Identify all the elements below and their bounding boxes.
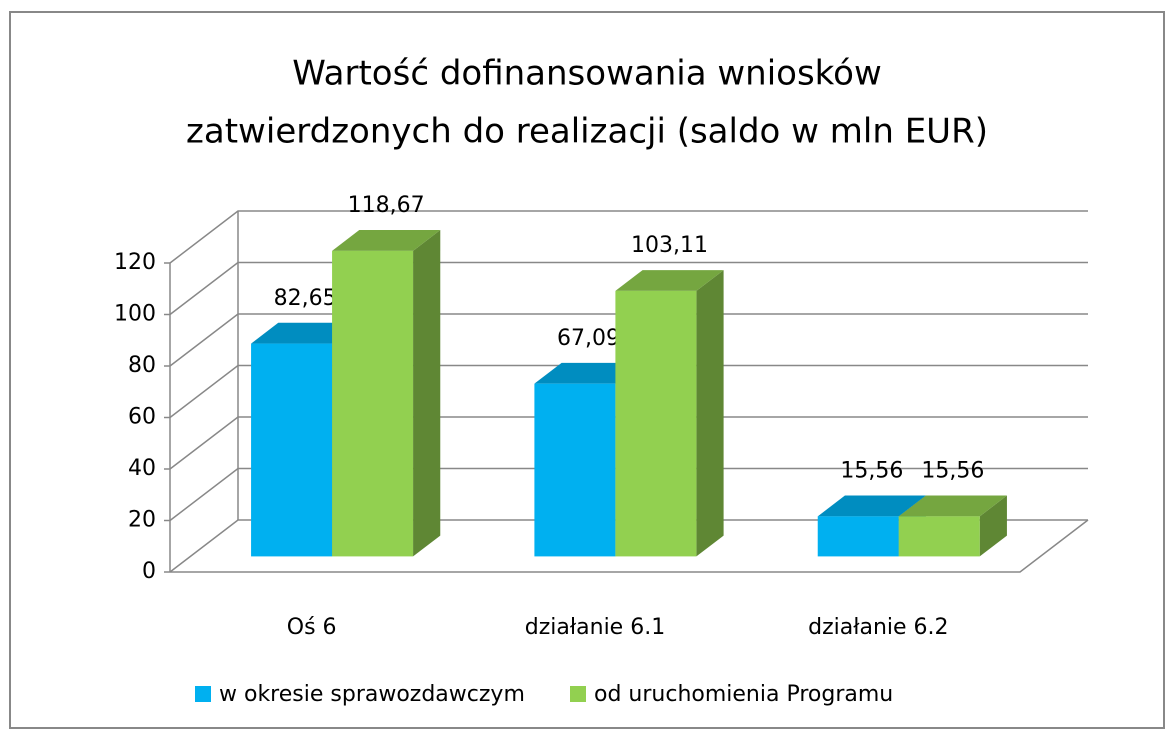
value-label: 118,67 bbox=[348, 193, 425, 218]
floor-edge bbox=[170, 519, 1089, 573]
bar-side bbox=[413, 230, 441, 557]
chart-title: zatwierdzonych do realizacji (saldo w ml… bbox=[186, 112, 988, 152]
bar bbox=[615, 290, 697, 557]
value-label: 82,65 bbox=[274, 286, 337, 311]
y-tick-label: 20 bbox=[128, 508, 156, 533]
legend-swatch bbox=[195, 686, 211, 702]
x-tick-label: działanie 6.2 bbox=[808, 615, 948, 640]
y-tick-label: 60 bbox=[128, 405, 156, 430]
y-tick-label: 40 bbox=[128, 456, 156, 481]
legend-label: w okresie sprawozdawczym bbox=[219, 682, 525, 707]
value-label: 103,11 bbox=[631, 233, 708, 258]
value-label: 67,09 bbox=[557, 326, 620, 351]
x-tick-label: Oś 6 bbox=[287, 615, 337, 640]
y-tick-label: 80 bbox=[128, 353, 156, 378]
bar-top bbox=[898, 495, 1007, 517]
bar bbox=[332, 250, 414, 557]
bar-top bbox=[817, 495, 926, 517]
bar bbox=[534, 383, 616, 557]
y-tick-label: 0 bbox=[142, 559, 156, 584]
bar bbox=[251, 343, 333, 557]
y-tick-label: 120 bbox=[114, 250, 156, 275]
value-label: 15,56 bbox=[921, 459, 984, 484]
bar bbox=[898, 516, 980, 557]
legend-swatch bbox=[570, 686, 586, 702]
bar bbox=[817, 516, 899, 557]
bar-top bbox=[615, 270, 724, 291]
value-label: 15,56 bbox=[840, 459, 903, 484]
legend-label: od uruchomienia Programu bbox=[594, 682, 893, 707]
bar-top bbox=[332, 230, 441, 251]
bar-side bbox=[979, 495, 1007, 557]
x-tick-label: działanie 6.1 bbox=[525, 615, 665, 640]
chart-title: Wartość dofinansowania wniosków bbox=[292, 54, 882, 94]
bar-side bbox=[696, 270, 724, 557]
y-tick-label: 100 bbox=[114, 302, 156, 327]
